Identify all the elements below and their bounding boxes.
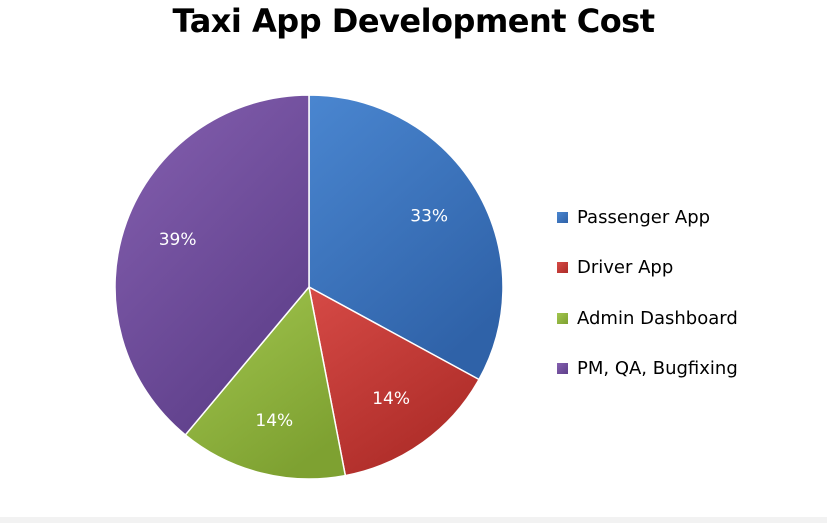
legend-label: Passenger App	[577, 206, 711, 228]
pie-slice-passenger-app	[308, 94, 504, 381]
legend: Passenger App Driver App Admin Dashboard…	[557, 192, 738, 394]
legend-swatch	[557, 312, 568, 324]
legend-label: Admin Dashboard	[577, 307, 738, 329]
pie-data-label-admin-dashboard: 14%	[255, 411, 293, 431]
pie-data-label-pm-qa-bugfixing: 39%	[159, 230, 197, 250]
legend-swatch	[557, 211, 568, 223]
pie-data-label-passenger-app: 33%	[410, 207, 448, 227]
bottom-strip	[0, 517, 827, 523]
legend-item-driver-app: Driver App	[557, 243, 738, 294]
legend-label: Driver App	[577, 257, 674, 279]
pie-slice-admin-dashboard	[184, 285, 347, 480]
legend-swatch	[557, 262, 568, 274]
legend-item-pm-qa-bugfixing: PM, QA, Bugfixing	[557, 344, 738, 395]
legend-item-passenger-app: Passenger App	[557, 192, 738, 243]
pie-slice-pm-qa-bugfixing	[114, 94, 310, 436]
pie-slice-driver-app	[307, 285, 481, 477]
legend-swatch	[557, 363, 568, 375]
legend-item-admin-dashboard: Admin Dashboard	[557, 293, 738, 344]
legend-label: PM, QA, Bugfixing	[577, 358, 738, 380]
chart-title: Taxi App Development Cost	[172, 2, 655, 40]
pie-data-label-driver-app: 14%	[372, 389, 410, 409]
